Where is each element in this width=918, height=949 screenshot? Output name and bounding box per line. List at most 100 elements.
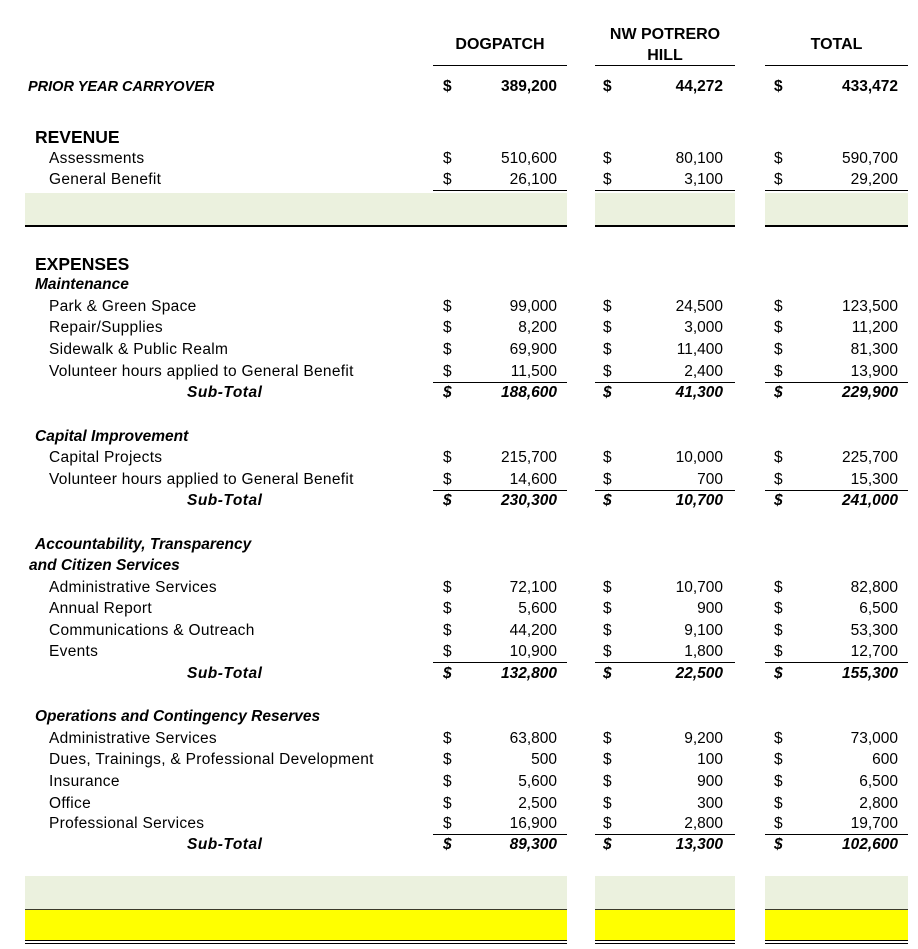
amount: 13,300 bbox=[675, 836, 723, 853]
subtotal-row: Sub-Total $132,800 $22,500 $155,300 bbox=[0, 664, 918, 684]
amount: 89,300 bbox=[509, 836, 557, 853]
row-label: REVENUE bbox=[35, 127, 120, 147]
row-label: Accountability, Transparency bbox=[35, 536, 252, 553]
amount: 72,100 bbox=[509, 579, 557, 596]
currency-symbol: $ bbox=[774, 78, 783, 95]
amount: 9,200 bbox=[684, 730, 723, 747]
column-header-line1: NW POTRERO bbox=[609, 26, 721, 43]
header-rule bbox=[765, 65, 908, 66]
currency-symbol: $ bbox=[443, 773, 452, 790]
amount: 63,800 bbox=[509, 730, 557, 747]
category-heading: Operations and Contingency Reserves bbox=[0, 707, 918, 727]
currency-symbol: $ bbox=[443, 150, 452, 167]
currency-symbol: $ bbox=[774, 319, 783, 336]
amount: 16,900 bbox=[509, 815, 557, 832]
total-row: PRIOR YEAR CARRYOVER $389,200 $44,272 $433,… bbox=[0, 77, 918, 97]
column-header-dogpatch: DOGPATCH bbox=[455, 36, 545, 53]
currency-symbol: $ bbox=[603, 665, 612, 682]
amount: 13,900 bbox=[850, 363, 898, 380]
line-item-row: Repair/Supplies $8,200 $3,000 $11,200 bbox=[0, 318, 918, 338]
currency-symbol: $ bbox=[443, 449, 452, 466]
amount: 80,100 bbox=[675, 150, 723, 167]
row-label: and Citizen Services bbox=[29, 557, 180, 574]
currency-symbol: $ bbox=[603, 78, 612, 95]
amount: 1,800 bbox=[684, 643, 723, 660]
currency-symbol: $ bbox=[774, 751, 783, 768]
currency-symbol: $ bbox=[603, 449, 612, 466]
row-label: Administrative Services bbox=[49, 579, 217, 596]
currency-symbol: $ bbox=[774, 298, 783, 315]
currency-symbol: $ bbox=[443, 795, 452, 812]
currency-symbol: $ bbox=[443, 319, 452, 336]
currency-symbol: $ bbox=[603, 622, 612, 639]
total-rule bbox=[765, 225, 908, 227]
line-item-row: Assessments $510,600 $80,100 $590,700 bbox=[0, 149, 918, 169]
column-underline bbox=[595, 382, 735, 383]
amount: 241,000 bbox=[841, 492, 898, 509]
column-underline bbox=[765, 190, 908, 191]
currency-symbol: $ bbox=[443, 815, 452, 832]
row-label: EXPENSES bbox=[35, 254, 130, 274]
row-label: General Benefit bbox=[49, 171, 162, 188]
amount: 6,500 bbox=[859, 600, 898, 617]
column-underline bbox=[595, 834, 735, 835]
currency-symbol: $ bbox=[603, 730, 612, 747]
header-rule bbox=[595, 65, 735, 66]
amount: 433,472 bbox=[841, 78, 898, 95]
currency-symbol: $ bbox=[774, 363, 783, 380]
amount: 500 bbox=[531, 751, 557, 768]
row-label: Maintenance bbox=[35, 276, 129, 293]
amount: 11,400 bbox=[676, 341, 723, 358]
currency-symbol: $ bbox=[774, 449, 783, 466]
category-heading: Capital Improvement bbox=[0, 427, 918, 447]
amount: 2,500 bbox=[518, 795, 557, 812]
amount: 3,000 bbox=[684, 319, 723, 336]
category-heading: Maintenance bbox=[0, 275, 918, 295]
row-label: Park & Green Space bbox=[49, 298, 197, 315]
column-underline bbox=[765, 490, 908, 491]
currency-symbol: $ bbox=[774, 341, 783, 358]
currency-symbol: $ bbox=[443, 298, 452, 315]
amount: 389,200 bbox=[500, 78, 557, 95]
currency-symbol: $ bbox=[443, 78, 452, 95]
currency-symbol: $ bbox=[603, 795, 612, 812]
currency-symbol: $ bbox=[774, 795, 783, 812]
amount: 10,900 bbox=[509, 643, 557, 660]
currency-symbol: $ bbox=[443, 665, 452, 682]
amount: 26,100 bbox=[509, 171, 557, 188]
total-rule bbox=[25, 940, 567, 944]
currency-symbol: $ bbox=[603, 171, 612, 188]
line-item-row: Capital Projects $215,700 $10,000 $225,700 bbox=[0, 448, 918, 468]
line-item-row: Volunteer hours applied to General Benef… bbox=[0, 470, 918, 490]
total-rule bbox=[595, 940, 735, 944]
row-label: Communications & Outreach bbox=[49, 622, 255, 639]
row-band-label bbox=[25, 876, 567, 909]
row-band bbox=[765, 193, 908, 225]
total-rule bbox=[595, 225, 735, 227]
amount: 10,700 bbox=[675, 492, 723, 509]
row-label: Operations and Contingency Reserves bbox=[35, 708, 321, 725]
amount: 53,300 bbox=[850, 622, 898, 639]
amount: 229,900 bbox=[841, 384, 898, 401]
category-heading: Accountability, Transparency bbox=[0, 535, 918, 555]
row-label: Annual Report bbox=[49, 600, 152, 617]
column-underline bbox=[595, 490, 735, 491]
currency-symbol: $ bbox=[443, 579, 452, 596]
line-item-row: Dues, Trainings, & Professional Developm… bbox=[0, 750, 918, 770]
category-heading: and Citizen Services bbox=[0, 556, 918, 576]
currency-symbol: $ bbox=[443, 341, 452, 358]
row-label: Assessments bbox=[49, 150, 145, 167]
currency-symbol: $ bbox=[774, 600, 783, 617]
row-label: PRIOR YEAR CARRYOVER bbox=[28, 79, 215, 95]
currency-symbol: $ bbox=[443, 384, 452, 401]
currency-symbol: $ bbox=[603, 600, 612, 617]
row-label: Sub-Total bbox=[187, 384, 263, 401]
section-heading: EXPENSES bbox=[0, 254, 918, 274]
line-item-row: Volunteer hours applied to General Benef… bbox=[0, 362, 918, 382]
row-label: Volunteer hours applied to General Benef… bbox=[49, 363, 354, 380]
currency-symbol: $ bbox=[443, 471, 452, 488]
amount: 155,300 bbox=[841, 665, 898, 682]
row-band bbox=[595, 876, 735, 909]
amount: 900 bbox=[697, 773, 723, 790]
amount: 44,200 bbox=[509, 622, 557, 639]
